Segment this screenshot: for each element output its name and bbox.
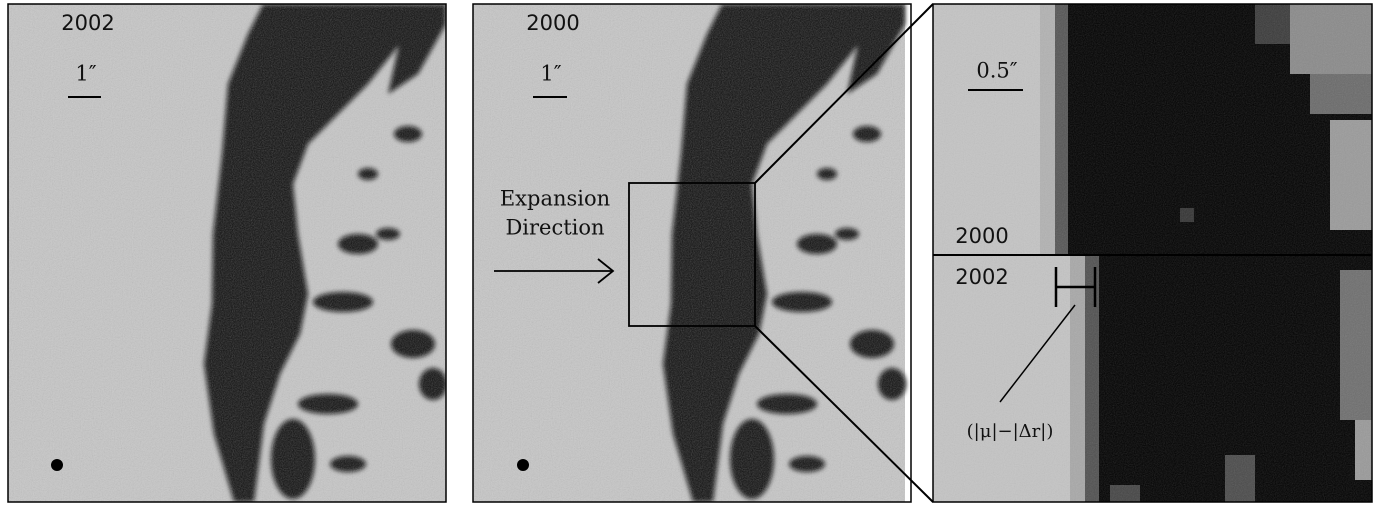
nebula-image <box>467 4 906 502</box>
year-label: 2002 <box>955 265 1008 289</box>
nebula-image <box>8 4 447 502</box>
year-label: 2002 <box>61 11 114 35</box>
annotation: Expansion <box>500 187 610 211</box>
image <box>8 4 447 502</box>
scale-label: 0.5″ <box>976 59 1017 83</box>
image <box>467 4 906 502</box>
panel-2002: 2002 1″ <box>8 4 447 502</box>
panel-zoom: 0.5″ 2000 2002 (|μ|−|Δr|) <box>933 4 1372 502</box>
panel-2000: 2000 1″ Expansion Direction <box>467 4 911 502</box>
figure: 2002 1″ 2000 1″ Expansion Direction <box>0 0 1382 506</box>
page: 2002 1″ 2000 1″ Expansion Direction <box>0 0 1382 506</box>
offset-label: (|μ|−|Δr|) <box>967 421 1054 442</box>
star <box>517 459 529 471</box>
year-label: 2000 <box>955 224 1008 248</box>
annotation: Direction <box>505 216 604 240</box>
scale-label: 1″ <box>75 62 96 86</box>
star <box>51 459 63 471</box>
scale-label: 1″ <box>540 62 561 86</box>
year-label: 2000 <box>526 11 579 35</box>
